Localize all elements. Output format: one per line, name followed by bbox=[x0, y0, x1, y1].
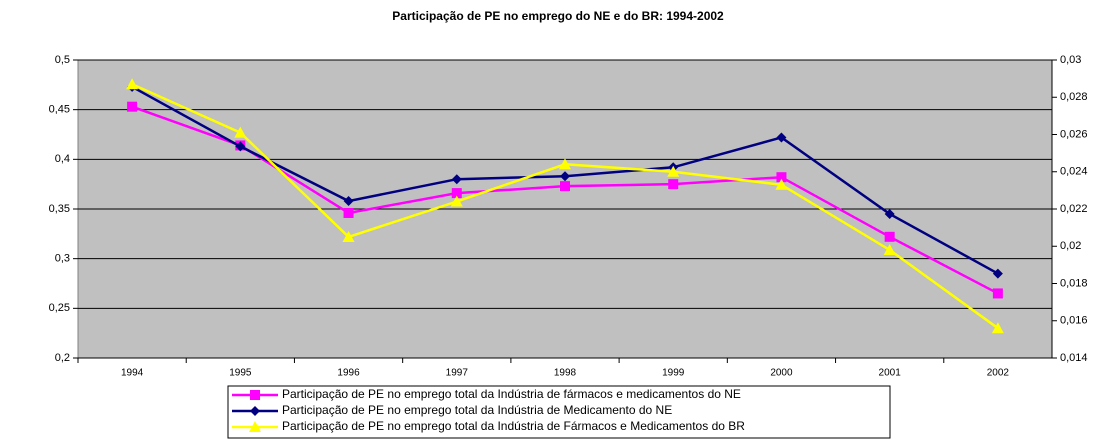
marker bbox=[342, 230, 355, 242]
legend-label: Participação de PE no emprego total da I… bbox=[282, 403, 672, 417]
marker bbox=[234, 126, 247, 138]
x-tick-label: 2002 bbox=[987, 368, 1010, 379]
marker bbox=[776, 172, 787, 183]
y2-tick-label: 0,02 bbox=[1060, 240, 1081, 252]
y-tick-label: 0,4 bbox=[55, 153, 70, 165]
chart-title: Participação de PE no emprego do NE e do… bbox=[392, 9, 724, 23]
marker bbox=[343, 196, 354, 207]
marker bbox=[127, 101, 138, 112]
marker bbox=[775, 178, 788, 190]
x-tick-label: 1995 bbox=[229, 368, 252, 379]
y2-tick-label: 0,022 bbox=[1060, 203, 1088, 215]
y-tick-label: 0,35 bbox=[49, 203, 70, 215]
marker bbox=[776, 132, 787, 143]
marker bbox=[560, 171, 570, 182]
y2-tick-label: 0,018 bbox=[1060, 277, 1088, 289]
marker bbox=[991, 322, 1004, 334]
y2-tick-label: 0,014 bbox=[1060, 352, 1088, 364]
y2-tick-label: 0,028 bbox=[1060, 91, 1088, 103]
x-tick-label: 1997 bbox=[446, 368, 469, 379]
marker bbox=[992, 268, 1003, 279]
marker bbox=[343, 207, 354, 218]
marker bbox=[668, 179, 679, 190]
y2-tick-label: 0,016 bbox=[1060, 315, 1088, 327]
marker bbox=[250, 406, 260, 416]
legend-label: Participação de PE no emprego total da I… bbox=[282, 419, 745, 433]
x-tick-label: 2000 bbox=[770, 368, 793, 379]
marker bbox=[560, 181, 570, 192]
marker bbox=[451, 174, 462, 185]
marker bbox=[884, 231, 895, 242]
marker bbox=[559, 158, 571, 170]
marker bbox=[883, 243, 896, 255]
y2-tick-label: 0,024 bbox=[1060, 166, 1088, 178]
marker bbox=[451, 188, 462, 199]
y-tick-label: 0,25 bbox=[49, 302, 70, 314]
x-tick-label: 1996 bbox=[337, 368, 360, 379]
x-tick-label: 1999 bbox=[662, 368, 685, 379]
legend-label: Participação de PE no emprego total da I… bbox=[282, 387, 741, 401]
marker bbox=[667, 165, 680, 177]
marker bbox=[126, 78, 139, 90]
y2-tick-label: 0,026 bbox=[1060, 128, 1088, 140]
y-tick-label: 0,2 bbox=[55, 352, 70, 364]
x-tick-label: 1998 bbox=[554, 368, 577, 379]
marker bbox=[992, 288, 1003, 299]
legend bbox=[227, 385, 891, 439]
x-tick-label: 2001 bbox=[879, 368, 902, 379]
marker bbox=[450, 195, 463, 207]
marker bbox=[884, 208, 895, 219]
y-tick-label: 0,5 bbox=[55, 54, 70, 66]
marker bbox=[250, 390, 260, 400]
marker bbox=[235, 141, 246, 152]
y-tick-label: 0,3 bbox=[55, 253, 70, 265]
y2-tick-label: 0,03 bbox=[1060, 54, 1081, 66]
x-tick-label: 1994 bbox=[121, 368, 144, 379]
y-tick-label: 0,45 bbox=[49, 104, 70, 116]
marker bbox=[249, 421, 261, 432]
